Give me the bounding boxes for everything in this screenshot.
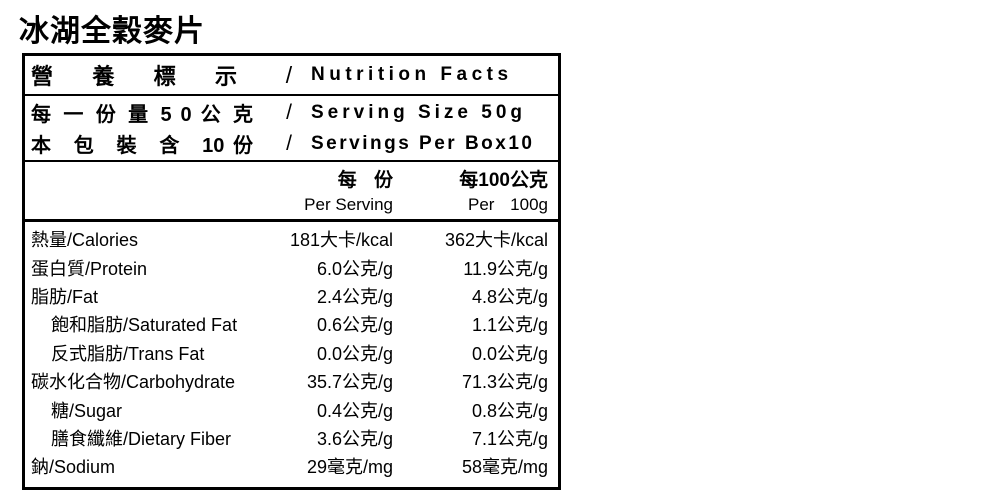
nutrient-label: 碳水化合物/Carbohydrate (31, 372, 236, 393)
nutrition-header-en: Nutrition Facts (311, 64, 513, 85)
nutrient-label: 鈉/Sodium (31, 457, 116, 478)
table-row-dietary-fiber: 膳食纖維/Dietary Fiber 3.6公克/g 7.1公克/g (31, 424, 548, 452)
serving-size-row: 每 一 份 量 5 0 公 克 / Serving Size 50g (31, 97, 552, 128)
table-row-protein: 蛋白質/Protein 6.0公克/g 11.9公克/g (31, 253, 548, 281)
per-100g-value: 71.3公克/g (461, 372, 548, 393)
servings-per-box-separator: / (286, 131, 292, 155)
table-row-sugar: 糖/Sugar 0.4公克/g 0.8公克/g (31, 395, 548, 423)
serving-info-section: 每 一 份 量 5 0 公 克 / Serving Size 50g 本 包 裝… (25, 96, 558, 162)
nutrient-label: 熱量/Calories (31, 230, 139, 251)
per-serving-value: 29毫克/mg (306, 457, 393, 478)
per-serving-value: 3.6公克/g (316, 428, 393, 449)
per-serving-value: 0.6公克/g (316, 315, 393, 336)
serving-size-zh: 每 一 份 量 5 0 公 克 (31, 104, 253, 126)
table-row-carbohydrate: 碳水化合物/Carbohydrate 35.7公克/g 71.3公克/g (31, 367, 548, 395)
per-serving-value: 35.7公克/g (306, 372, 393, 393)
table-row-fat: 脂肪/Fat 2.4公克/g 4.8公克/g (31, 282, 548, 310)
table-row-trans-fat: 反式脂肪/Trans Fat 0.0公克/g 0.0公克/g (31, 339, 548, 367)
per-100g-value: 4.8公克/g (471, 286, 548, 307)
serving-size-separator: / (286, 100, 292, 124)
nutrient-label: 反式脂肪/Trans Fat (51, 343, 205, 364)
nutrient-label: 脂肪/Fat (31, 286, 99, 307)
per-serving-value: 6.0公克/g (316, 258, 393, 279)
table-row-calories: 熱量/Calories 181大卡/kcal 362大卡/kcal (31, 225, 548, 253)
nutrient-label: 蛋白質/Protein (31, 258, 148, 279)
servings-per-box-row: 本 包 裝 含 10份 / Servings Per Box10 (31, 128, 552, 159)
per-serving-value: 2.4公克/g (316, 286, 393, 307)
per-serving-col-header-zh: 每 份 (337, 170, 393, 191)
nutrition-header-zh: 營 養 標 示 (31, 64, 237, 89)
per-100g-col-header-zh: 每100公克 (459, 170, 548, 191)
nutrition-facts-table: 營 養 標 示 / Nutrition Facts 每 一 份 量 5 0 公 … (22, 53, 561, 490)
column-headers-en: Per Serving Per 100g (31, 192, 548, 217)
column-headers-section: 每 份 每100公克 Per Serving Per 100g (25, 162, 558, 222)
per-100g-col-header-en: Per 100g (468, 194, 548, 214)
nutrient-label: 糖/Sugar (51, 400, 123, 421)
per-serving-value: 0.4公克/g (316, 400, 393, 421)
nutrition-facts-header: 營 養 標 示 / Nutrition Facts (25, 56, 558, 96)
column-headers-zh: 每 份 每100公克 (31, 165, 548, 192)
servings-per-box-en: Servings Per Box10 (311, 132, 535, 154)
nutrient-label: 膳食纖維/Dietary Fiber (51, 428, 232, 449)
per-serving-value: 0.0公克/g (316, 343, 393, 364)
per-serving-col-header-en: Per Serving (304, 194, 393, 214)
nutrient-label: 飽和脂肪/Saturated Fat (51, 315, 238, 336)
serving-size-en: Serving Size 50g (311, 101, 527, 123)
per-100g-value: 0.0公克/g (471, 343, 548, 364)
per-100g-value: 1.1公克/g (471, 315, 548, 336)
table-row-saturated-fat: 飽和脂肪/Saturated Fat 0.6公克/g 1.1公克/g (31, 310, 548, 338)
servings-per-box-zh: 本 包 裝 含 10份 (31, 135, 253, 157)
nutrient-rows-section: 熱量/Calories 181大卡/kcal 362大卡/kcal 蛋白質/Pr… (25, 222, 558, 485)
per-100g-value: 7.1公克/g (471, 428, 548, 449)
per-100g-value: 362大卡/kcal (444, 230, 548, 251)
header-separator: / (285, 61, 293, 88)
product-title: 冰湖全穀麥片 (19, 15, 205, 48)
per-100g-value: 58毫克/mg (461, 457, 548, 478)
table-row-sodium: 鈉/Sodium 29毫克/mg 58毫克/mg (31, 452, 548, 480)
per-100g-value: 0.8公克/g (471, 400, 548, 421)
per-100g-value: 11.9公克/g (463, 258, 548, 279)
per-serving-value: 181大卡/kcal (289, 230, 393, 251)
